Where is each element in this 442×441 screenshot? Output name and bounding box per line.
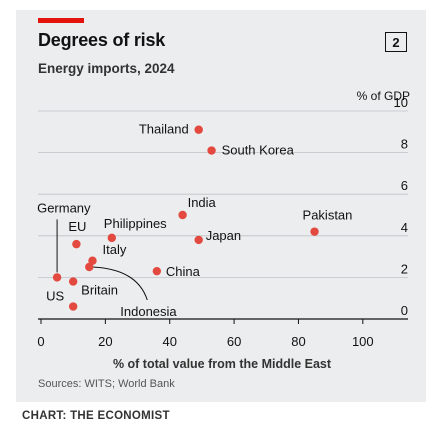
label-philippines: Philippines	[104, 216, 167, 231]
label-india: India	[188, 195, 217, 210]
label-indonesia: Indonesia	[120, 304, 177, 319]
y-tick-label: 2	[401, 261, 408, 276]
y-tick-label: 10	[394, 95, 408, 110]
point-italy	[88, 256, 97, 265]
point-indonesia	[85, 262, 94, 272]
brand-red-bar	[38, 18, 84, 23]
label-eu: EU	[68, 219, 86, 234]
chart-number-badge: 2	[385, 32, 407, 52]
point-south-korea	[207, 146, 216, 155]
y-tick-label: 8	[401, 137, 408, 152]
source-note: Sources: WITS; World Bank	[38, 378, 175, 390]
point-thailand	[194, 125, 203, 134]
point-pakistan	[310, 227, 319, 236]
x-tick-label: 40	[162, 334, 176, 349]
x-tick-label: 0	[37, 334, 44, 349]
label-us: US	[46, 289, 64, 304]
chart-subtitle: Energy imports, 2024	[38, 61, 175, 76]
point-germany	[52, 273, 62, 282]
chart-credit: CHART: THE ECONOMIST	[22, 410, 170, 422]
x-tick-label: 100	[352, 334, 374, 349]
leader-indonesia	[92, 266, 148, 301]
y-tick-label: 4	[401, 220, 408, 235]
label-thailand: Thailand	[139, 122, 189, 137]
label-south-korea: South Korea	[222, 143, 295, 158]
point-china	[152, 266, 162, 276]
x-axis-title: % of total value from the Middle East	[113, 357, 332, 371]
label-china: China	[166, 264, 201, 279]
point-britain	[68, 277, 78, 286]
y-tick-label: 6	[401, 178, 408, 193]
point-us	[68, 302, 78, 311]
point-eu	[72, 239, 81, 249]
chart-card	[16, 10, 426, 402]
label-germany: Germany	[37, 200, 91, 215]
label-japan: Japan	[206, 228, 241, 243]
point-philippines	[107, 233, 117, 243]
x-tick-label: 80	[291, 334, 305, 349]
point-india	[178, 210, 187, 220]
y-tick-label: 0	[401, 303, 408, 318]
chart-title: Degrees of risk	[38, 30, 166, 50]
y-axis-title: % of GDP	[357, 89, 410, 103]
label-britain: Britain	[81, 283, 118, 298]
label-italy: Italy	[102, 242, 126, 257]
label-pakistan: Pakistan	[303, 208, 353, 223]
point-japan	[194, 235, 203, 245]
x-tick-label: 20	[98, 334, 112, 349]
x-tick-label: 60	[227, 334, 241, 349]
